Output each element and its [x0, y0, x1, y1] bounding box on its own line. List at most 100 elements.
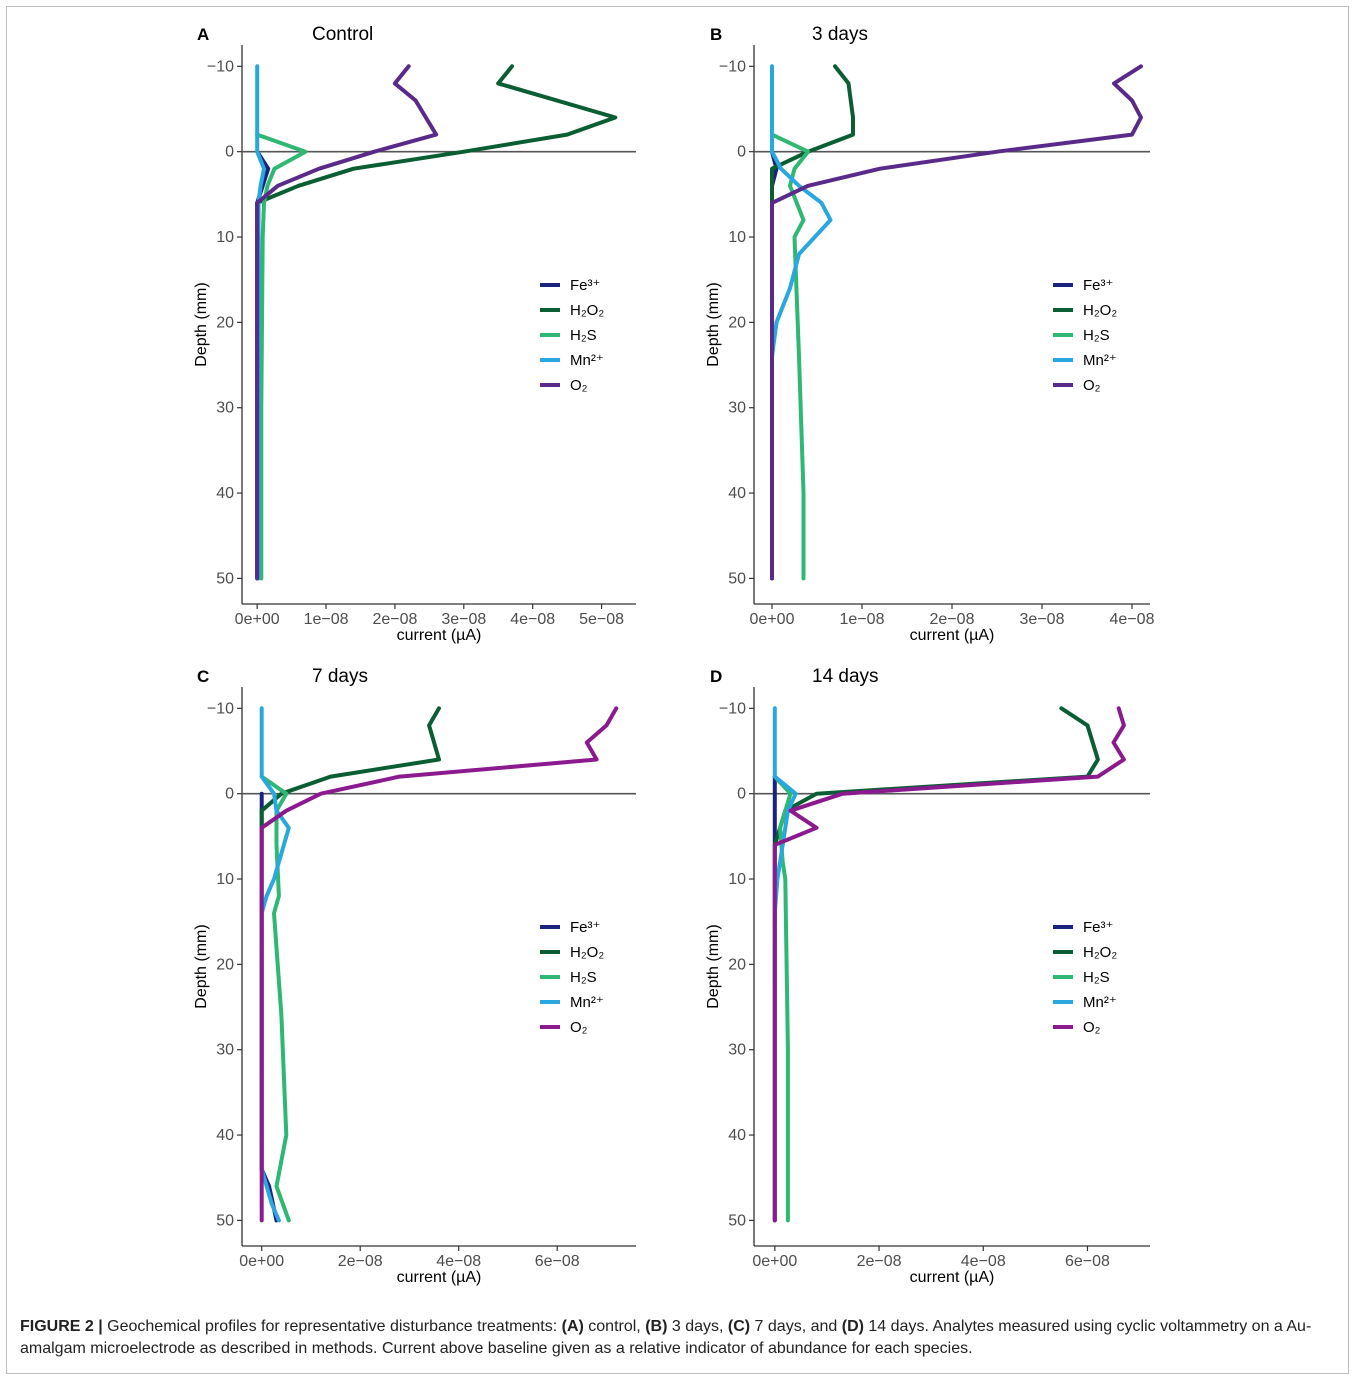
panel-title: Control — [312, 24, 373, 45]
x-axis-title: current (µA) — [910, 627, 995, 644]
legend-label: H₂O₂ — [1083, 944, 1117, 961]
x-tick-label: 1e−08 — [304, 611, 349, 628]
series-line — [255, 64, 618, 581]
y-axis-title: Depth (mm) — [705, 924, 722, 1008]
series-line — [255, 64, 439, 581]
series-line — [770, 64, 833, 581]
series-line — [259, 706, 619, 1223]
y-tick-label: 30 — [728, 400, 746, 417]
figure-frame — [6, 6, 1349, 1374]
y-tick-label: 40 — [728, 485, 746, 502]
y-tick-label: 40 — [728, 1127, 746, 1144]
series-line — [772, 706, 1100, 847]
legend-label: H₂S — [570, 969, 597, 986]
x-tick-label: 2e−08 — [338, 1253, 383, 1270]
legend-label: H₂S — [1083, 327, 1110, 344]
y-tick-label: −10 — [719, 700, 746, 717]
figure-canvas: −10 0 10 20 30 40 50 0e+00 1e−08 2e−08 3e−08 4e−08 5… — [193, 24, 1155, 1286]
x-tick-label: 0e+00 — [752, 1253, 797, 1270]
panel-c: −10 0 10 20 30 40 50 0e+00 2e−08 4e−08 6e−08 curren… — [193, 666, 636, 1286]
series-line — [770, 64, 1143, 581]
y-tick-label: 20 — [728, 956, 746, 973]
legend-label: O₂ — [570, 377, 588, 394]
legend-label: H₂S — [570, 327, 597, 344]
series-line — [772, 706, 1126, 1223]
y-tick-label: 40 — [216, 1127, 234, 1144]
y-tick-label: 20 — [728, 314, 746, 331]
y-tick-label: 10 — [216, 871, 234, 888]
panel-a: −10 0 10 20 30 40 50 0e+00 1e−08 2e−08 3e−08 4e−08 5… — [193, 24, 636, 644]
y-axis-title: Depth (mm) — [193, 282, 210, 366]
caption-c: (C) — [727, 1318, 751, 1335]
y-tick-label: 30 — [216, 1042, 234, 1059]
y-tick-label: 0 — [737, 786, 746, 803]
y-tick-label: 50 — [216, 1212, 234, 1229]
series-line — [770, 64, 855, 581]
series-line — [259, 791, 279, 1223]
x-tick-label: 4e−08 — [436, 1253, 481, 1270]
x-axis-title: current (µA) — [397, 627, 482, 644]
y-tick-label: 50 — [728, 1212, 746, 1229]
y-tick-label: 50 — [728, 570, 746, 587]
x-tick-label: 2e−08 — [930, 611, 975, 628]
panel-letter: A — [197, 25, 209, 44]
y-tick-label: 30 — [728, 1042, 746, 1059]
legend-label: Mn²⁺ — [570, 352, 604, 369]
caption-b: (B) — [645, 1318, 668, 1335]
x-tick-label: 0e+00 — [750, 611, 795, 628]
x-tick-label: 2e−08 — [372, 611, 417, 628]
caption-a-text: control, — [583, 1318, 646, 1335]
x-tick-label: 6e−08 — [1065, 1253, 1110, 1270]
caption-d: (D) — [841, 1318, 864, 1335]
legend-label: H₂S — [1083, 969, 1110, 986]
series-line — [259, 774, 291, 1223]
y-tick-label: 50 — [216, 570, 234, 587]
x-tick-label: 4e−08 — [961, 1253, 1006, 1270]
legend-label: H₂O₂ — [1083, 302, 1117, 319]
x-axis-title: current (µA) — [397, 1269, 482, 1286]
y-tick-label: 20 — [216, 956, 234, 973]
caption-a: (A) — [561, 1318, 584, 1335]
legend-label: Mn²⁺ — [1083, 994, 1117, 1011]
legend-label: O₂ — [1083, 1019, 1101, 1036]
legend-label: Fe³⁺ — [1083, 277, 1113, 294]
caption-label: FIGURE 2 | — [20, 1318, 103, 1335]
series-line — [259, 706, 441, 830]
legend-label: H₂O₂ — [570, 302, 604, 319]
y-tick-label: 10 — [728, 871, 746, 888]
y-tick-label: −10 — [719, 58, 746, 75]
legend-label: Mn²⁺ — [1083, 352, 1117, 369]
panel-title: 14 days — [812, 666, 879, 687]
panel-title: 7 days — [312, 666, 368, 687]
y-axis-title: Depth (mm) — [705, 282, 722, 366]
y-tick-label: 0 — [225, 144, 234, 161]
x-tick-label: 2e−08 — [857, 1253, 902, 1270]
x-tick-label: 3e−08 — [1020, 611, 1065, 628]
legend-label: Fe³⁺ — [570, 919, 600, 936]
figure-caption: FIGURE 2 | Geochemical profiles for repr… — [20, 1316, 1320, 1360]
x-tick-label: 1e−08 — [840, 611, 885, 628]
caption-b-text: 3 days, — [667, 1318, 728, 1335]
y-tick-label: 0 — [737, 144, 746, 161]
y-tick-label: 30 — [216, 400, 234, 417]
panel-b: −10 0 10 20 30 40 50 0e+00 1e−08 2e−08 3e−08 4e−08 c… — [705, 24, 1155, 644]
x-tick-label: 0e+00 — [235, 611, 280, 628]
caption-c-text: 7 days, and — [750, 1318, 842, 1335]
y-tick-label: −10 — [207, 700, 234, 717]
series-line — [255, 132, 308, 581]
x-axis-title: current (µA) — [910, 1269, 995, 1286]
y-tick-label: 10 — [728, 229, 746, 246]
caption-intro: Geochemical profiles for representative … — [102, 1318, 562, 1335]
panel-d: −10 0 10 20 30 40 50 0e+00 2e−08 4e−08 6e−08 curren… — [705, 666, 1150, 1286]
x-tick-label: 3e−08 — [441, 611, 486, 628]
legend-label: Fe³⁺ — [570, 277, 600, 294]
panel-title: 3 days — [812, 24, 868, 45]
y-tick-label: 20 — [216, 314, 234, 331]
panel-letter: C — [197, 667, 209, 686]
y-tick-label: 0 — [225, 786, 234, 803]
legend-label: Mn²⁺ — [570, 994, 604, 1011]
caption-d-text: 14 days. Analytes measured using cyclic … — [20, 1318, 1312, 1357]
y-tick-label: 40 — [216, 485, 234, 502]
panel-letter: B — [710, 25, 722, 44]
panel-letter: D — [710, 667, 722, 686]
